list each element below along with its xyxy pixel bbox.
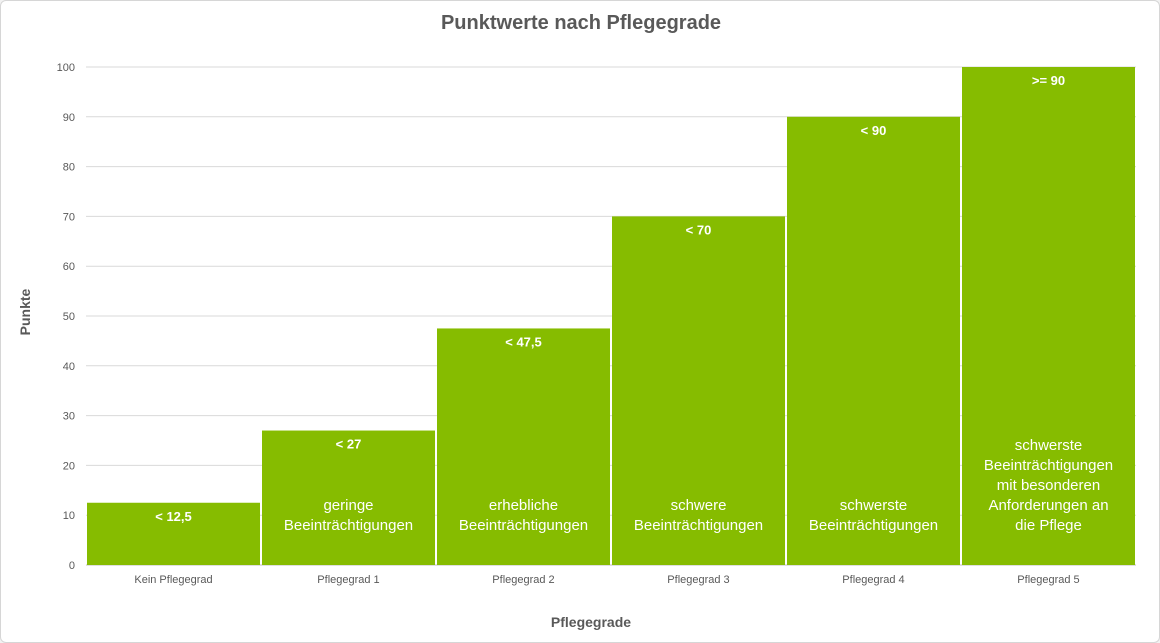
bar-description-line: schwerste — [840, 497, 908, 514]
x-tick-label: Pflegegrad 3 — [667, 574, 729, 586]
bar-value-label: >= 90 — [1032, 73, 1065, 88]
x-tick-label: Pflegegrad 4 — [842, 574, 904, 586]
bar-group: < 70 schwere Beeinträchtigungen — [612, 216, 785, 565]
y-tick-label: 80 — [63, 162, 75, 174]
y-tick-label: 40 — [63, 361, 75, 373]
bar-description-line: Anforderungen an — [988, 497, 1108, 514]
bar — [87, 502, 260, 565]
y-tick-label: 0 — [69, 560, 75, 572]
bar-description-line: Beeinträchtigungen — [284, 517, 413, 534]
y-tick-label: 90 — [63, 112, 75, 124]
x-axis-ticks: Kein Pflegegrad Pflegegrad 1 Pflegegrad 2 P… — [134, 574, 1079, 586]
y-tick-label: 20 — [63, 460, 75, 472]
bar-description-line: schwerste — [1015, 437, 1083, 454]
bar — [262, 430, 435, 565]
x-axis-title: Pflegegrade — [551, 614, 631, 630]
x-tick-label: Pflegegrad 1 — [317, 574, 379, 586]
x-tick-label: Pflegegrad 2 — [492, 574, 554, 586]
x-tick-label: Kein Pflegegrad — [134, 574, 212, 586]
x-tick-label: Pflegegrad 5 — [1017, 574, 1079, 586]
bar-value-label: < 47,5 — [505, 334, 542, 349]
y-axis-title: Punkte — [17, 288, 33, 335]
bar-group: < 27 geringe Beeinträchtigungen — [262, 430, 435, 565]
bar — [437, 328, 610, 565]
bar-value-label: < 12,5 — [155, 509, 192, 524]
y-tick-label: 70 — [63, 211, 75, 223]
y-tick-label: 10 — [63, 510, 75, 522]
bar-group: >= 90 schwerste Beeinträchtigungen mit beso… — [962, 67, 1135, 565]
bar-description-line: Beeinträchtigungen — [459, 517, 588, 534]
bar-description-line: mit besonderen — [997, 477, 1100, 494]
bar-description-line: die Pflege — [1015, 517, 1082, 534]
chart-title: Punktwerte nach Pflegegrade — [441, 12, 721, 34]
bar-value-label: < 27 — [336, 437, 362, 452]
bar-group: < 47,5 erhebliche Beeinträchtigungen — [437, 328, 610, 565]
bar-group: < 90 schwerste Beeinträchtigungen — [787, 116, 960, 566]
y-tick-label: 50 — [63, 311, 75, 323]
bar-description-line: geringe — [323, 497, 373, 514]
bar-description-line: Beeinträchtigungen — [634, 517, 763, 534]
y-tick-label: 60 — [63, 261, 75, 273]
bar — [612, 216, 785, 565]
bar-description-line: erhebliche — [489, 497, 558, 514]
y-axis-ticks: 0 10 20 30 40 50 60 70 80 90 100 — [57, 62, 75, 572]
y-tick-label: 100 — [57, 62, 75, 74]
bar-value-label: < 90 — [861, 123, 887, 138]
bar-group: < 12,5 — [87, 502, 260, 565]
bar — [962, 67, 1135, 565]
bar — [787, 116, 960, 566]
gridlines — [86, 66, 1136, 566]
y-tick-label: 30 — [63, 411, 75, 423]
bar-description-line: Beeinträchtigungen — [809, 517, 938, 534]
bar-description-line: Beeinträchtigungen — [984, 457, 1113, 474]
bar-description-line: schwere — [671, 497, 727, 514]
bar-value-label: < 70 — [686, 222, 712, 237]
